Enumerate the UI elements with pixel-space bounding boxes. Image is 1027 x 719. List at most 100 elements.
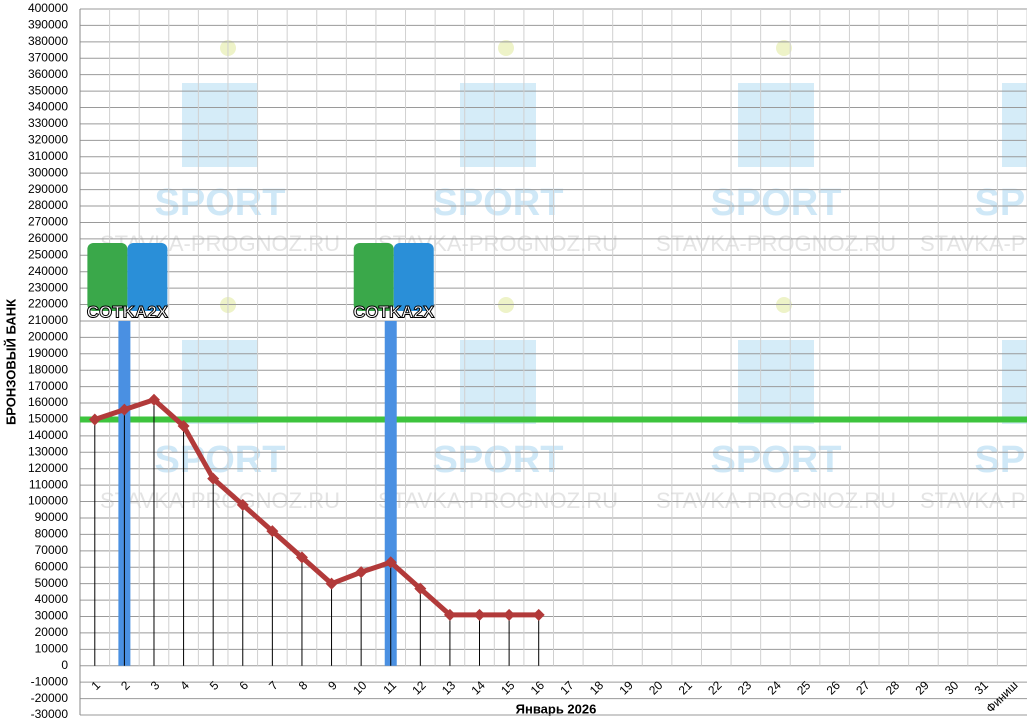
y-tick-label: 270000 (28, 215, 68, 229)
watermark-icon (738, 340, 814, 424)
event-logo-blue (127, 242, 168, 311)
watermark-icon (182, 83, 258, 167)
x-tick-label: 13 (439, 678, 459, 698)
event-logo-green (353, 242, 394, 311)
x-tick-label: 2 (118, 678, 133, 693)
y-tick-label: 380000 (28, 34, 68, 48)
watermark: STAVKA-PROGNOZ.RU (656, 488, 896, 513)
point (325, 577, 338, 590)
watermark: STAVKA-PROGNOZ.RU (920, 231, 1027, 256)
y-tick-label: 140000 (28, 428, 68, 442)
point (118, 403, 131, 416)
watermark: SPORT (975, 182, 1027, 224)
x-tick-label: 19 (617, 678, 637, 698)
x-tick-label: 17 (557, 678, 577, 698)
point (295, 551, 308, 564)
point (473, 608, 486, 621)
watermark-icon (460, 340, 536, 424)
y-axis-title: БРОНЗОВЫЙ БАНК (3, 299, 18, 425)
watermark: SPORT (975, 439, 1027, 481)
watermark: SPORT (433, 439, 564, 481)
point (414, 582, 427, 595)
y-tick-label: 10000 (35, 641, 69, 655)
y-tick-label: 240000 (28, 264, 68, 278)
x-tick-label: 5 (207, 678, 222, 693)
y-tick-label: -20000 (31, 691, 69, 705)
point (177, 420, 190, 433)
y-tick-label: 250000 (28, 247, 68, 261)
event-label: COTKA2X (87, 302, 169, 321)
y-tick-label: 70000 (35, 543, 69, 557)
y-tick-label: 350000 (28, 83, 68, 97)
y-tick-label: 370000 (28, 50, 68, 64)
x-tick-label: 31 (972, 678, 992, 698)
x-tick-label: 11 (380, 678, 399, 697)
y-tick-label: 20000 (35, 625, 69, 639)
x-tick-label: 8 (296, 678, 311, 693)
x-tick-label: 15 (498, 678, 518, 698)
y-tick-label: 120000 (28, 461, 68, 475)
y-tick-label: 80000 (35, 527, 69, 541)
watermark-icon (182, 340, 258, 424)
y-tick-label: 40000 (35, 592, 69, 606)
y-tick-label: 260000 (28, 231, 68, 245)
event-logo-blue (393, 242, 434, 311)
y-tick-label: 30000 (35, 609, 69, 623)
x-tick-label: 22 (705, 678, 725, 698)
x-tick-label: 23 (735, 678, 755, 698)
x-tick-label: 26 (824, 678, 844, 698)
point (207, 472, 220, 485)
y-tick-label: 0 (61, 658, 68, 672)
watermark-ball (776, 40, 792, 56)
x-tick-label: 29 (912, 678, 932, 698)
y-tick-label: 320000 (28, 133, 68, 147)
y-tick-label: 220000 (28, 297, 68, 311)
y-tick-label: 130000 (28, 444, 68, 458)
point (503, 608, 516, 621)
y-tick-label: 160000 (28, 395, 68, 409)
watermark-icon (1002, 83, 1027, 167)
y-tick-label: 390000 (28, 18, 68, 32)
y-tick-label: 180000 (28, 362, 68, 376)
x-tick-label: 10 (350, 678, 370, 698)
point (266, 525, 279, 538)
watermark-icon (738, 83, 814, 167)
watermark: STAVKA-PROGNOZ.RU (100, 488, 340, 513)
point (355, 566, 368, 579)
y-tick-label: 210000 (28, 313, 68, 327)
watermark: SPORT (433, 182, 564, 224)
x-tick-label: 12 (409, 678, 429, 698)
y-tick-label: 400000 (28, 1, 68, 15)
point (88, 413, 101, 426)
y-tick-label: 330000 (28, 116, 68, 130)
x-tick-label: 7 (266, 678, 281, 693)
x-tick-label: 9 (325, 678, 340, 693)
x-tick-label: 16 (528, 678, 548, 698)
x-tick-label: 25 (794, 678, 814, 698)
point (443, 608, 456, 621)
x-tick-label: 6 (237, 678, 252, 693)
watermark: STAVKA-PROGNOZ.RU (656, 231, 896, 256)
y-tick-label: -10000 (31, 674, 69, 688)
y-tick-label: 60000 (35, 559, 69, 573)
watermark: SPORT (711, 439, 842, 481)
x-tick-label: 30 (942, 678, 962, 698)
point (147, 393, 160, 406)
y-tick-label: 90000 (35, 510, 69, 524)
point (236, 498, 249, 511)
y-tick-label: 310000 (28, 149, 68, 163)
y-tick-label: 300000 (28, 165, 68, 179)
y-tick-label: 290000 (28, 182, 68, 196)
watermark-icon (1002, 340, 1027, 424)
x-tick-label: 21 (676, 678, 696, 698)
y-tick-label: 170000 (28, 379, 68, 393)
y-tick-label: 150000 (28, 412, 68, 426)
y-tick-label: 200000 (28, 330, 68, 344)
x-tick-label: 4 (177, 678, 192, 693)
x-tick-label: 28 (883, 678, 903, 698)
watermark: SPORT (155, 439, 286, 481)
series-line (94, 397, 539, 618)
y-tick-label: 340000 (28, 100, 68, 114)
y-tick-label: 360000 (28, 67, 68, 81)
